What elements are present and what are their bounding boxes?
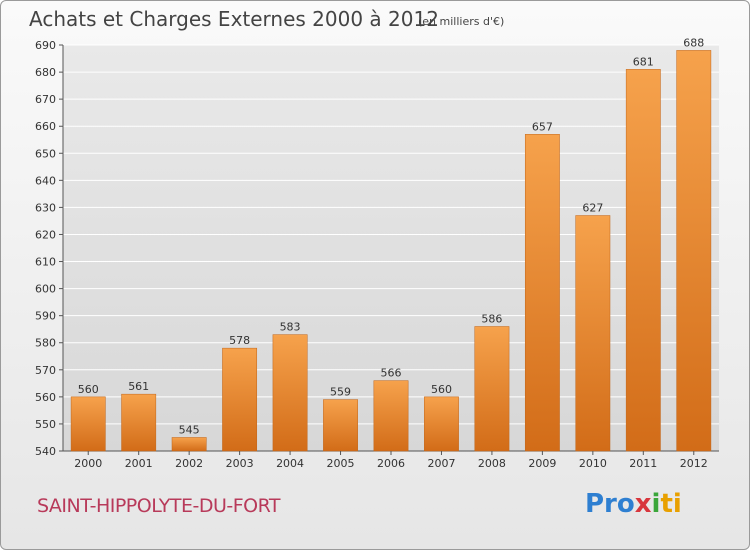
bar-2008	[474, 326, 510, 452]
logo-part-3: i	[651, 489, 661, 519]
x-tick-label-2007: 2007	[427, 457, 455, 470]
y-tick-label: 540	[35, 445, 56, 458]
y-tick-label: 630	[35, 201, 56, 214]
data-label-2004: 583	[280, 321, 301, 334]
bar-2002	[171, 437, 207, 452]
y-tick-label: 680	[35, 66, 56, 79]
x-tick-label-2001: 2001	[125, 457, 153, 470]
bar-2009	[524, 134, 560, 452]
x-tick-label-2003: 2003	[226, 457, 254, 470]
data-label-2009: 657	[532, 120, 553, 133]
logo-part-2: x	[634, 489, 652, 519]
bar-2007	[424, 396, 459, 452]
x-axis-ticks: 2000 2001 2002 2003 2004 2005 2006 2007 2008 2009…	[74, 451, 708, 470]
bar-2012	[676, 50, 712, 452]
data-label-2006: 566	[381, 367, 402, 380]
chart-title: Achats et Charges Externes 2000 à 2012	[29, 7, 439, 31]
x-tick-label-2002: 2002	[175, 457, 203, 470]
bar-2005	[323, 399, 358, 452]
data-label-2007: 560	[431, 383, 452, 396]
data-label-2001: 561	[128, 380, 149, 393]
y-tick-label: 610	[35, 256, 56, 269]
data-label-2003: 578	[229, 334, 250, 347]
x-tick-label-2010: 2010	[579, 457, 607, 470]
x-tick-label-2004: 2004	[276, 457, 304, 470]
logo-part-4: ti	[660, 489, 682, 519]
data-label-2011: 681	[633, 55, 654, 68]
x-tick-label-2012: 2012	[680, 457, 708, 470]
bar-2010	[575, 215, 611, 452]
bar-2003	[222, 347, 258, 452]
x-tick-label-2008: 2008	[478, 457, 506, 470]
chart-unit: (en milliers d'€)	[418, 15, 505, 28]
y-tick-label: 650	[35, 147, 56, 160]
y-tick-label: 570	[35, 364, 56, 377]
y-tick-label: 670	[35, 93, 56, 106]
x-tick-label-2006: 2006	[377, 457, 405, 470]
bar-2000	[70, 396, 106, 452]
x-tick-label-2009: 2009	[528, 457, 556, 470]
y-tick-label: 690	[35, 39, 56, 52]
y-tick-label: 550	[35, 418, 56, 431]
bar-2006	[373, 380, 409, 452]
proxiti-logo: Proxiti	[585, 489, 682, 519]
x-tick-label-2005: 2005	[327, 457, 355, 470]
bar-2004	[272, 334, 308, 452]
data-label-2008: 586	[481, 312, 502, 325]
town-name: SAINT-HIPPOLYTE-DU-FORT	[37, 495, 281, 517]
x-tick-label-2011: 2011	[629, 457, 657, 470]
y-tick-label: 600	[35, 283, 56, 296]
y-tick-label: 590	[35, 310, 56, 323]
logo-part-1: Pro	[585, 489, 635, 519]
data-label-2012: 688	[683, 36, 704, 49]
y-tick-label: 640	[35, 174, 56, 187]
y-tick-label: 620	[35, 228, 56, 241]
data-label-2005: 559	[330, 386, 351, 399]
bar-2001	[121, 393, 157, 452]
bar-2011	[625, 69, 661, 452]
bars: 560 561 545 578 583 559 566 560 586 657 627 681 688	[70, 36, 712, 452]
data-label-2000: 560	[78, 383, 99, 396]
x-tick-label-2000: 2000	[74, 457, 102, 470]
y-tick-label: 580	[35, 337, 56, 350]
data-label-2010: 627	[582, 202, 603, 215]
data-label-2002: 545	[179, 423, 200, 436]
y-tick-label: 560	[35, 391, 56, 404]
y-tick-label: 660	[35, 120, 56, 133]
